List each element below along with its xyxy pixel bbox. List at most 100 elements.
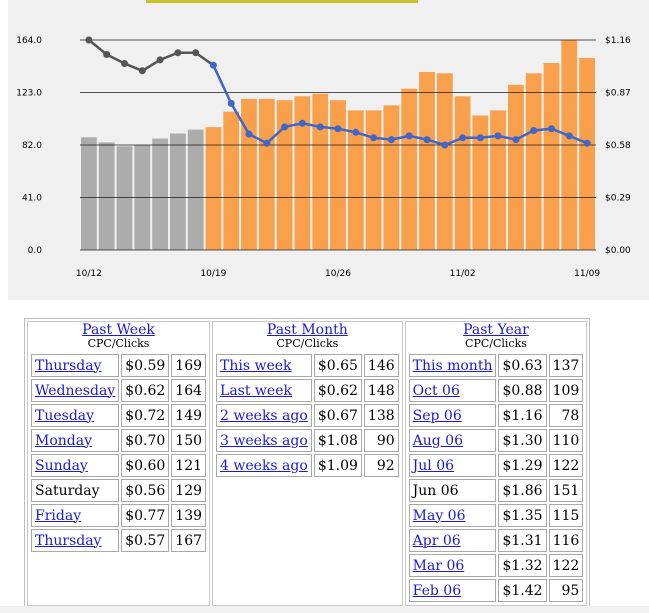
row-label-cell[interactable]: Sunday — [31, 454, 120, 477]
cpc-point — [494, 132, 502, 140]
row-label-link[interactable]: Mar 06 — [412, 557, 465, 574]
row-label-cell[interactable]: 4 weeks ago — [216, 454, 312, 477]
bar — [241, 98, 257, 251]
column-subtitle: CPC/Clicks — [276, 337, 339, 350]
stats-row: Aug 06 $1.30 110 — [408, 429, 584, 452]
bar — [472, 115, 489, 250]
clicks-value: 129 — [171, 479, 207, 502]
row-label-cell[interactable]: Oct 06 — [408, 379, 497, 402]
row-label-cell[interactable]: Thursday — [31, 354, 120, 377]
bar — [383, 105, 400, 250]
y-right-tick-label: $0.87 — [605, 89, 631, 99]
row-label-cell[interactable]: Apr 06 — [408, 529, 497, 552]
cpc-point — [423, 136, 431, 144]
cpc-point — [583, 139, 591, 147]
bar — [187, 129, 204, 250]
row-label-link[interactable]: Feb 06 — [412, 582, 462, 599]
row-label-link[interactable]: Aug 06 — [412, 432, 463, 449]
row-label-cell[interactable]: May 06 — [408, 504, 497, 527]
clicks-value: 164 — [171, 379, 207, 402]
cpc-value: $1.08 — [313, 429, 362, 452]
bar — [152, 138, 168, 250]
x-tick-label: 10/12 — [76, 269, 102, 279]
row-label-cell[interactable]: 3 weeks ago — [216, 429, 312, 452]
clicks-value: 122 — [548, 454, 584, 477]
cpc-point — [227, 99, 235, 107]
past-year-link[interactable]: Past Year — [463, 322, 529, 338]
row-label-cell: Jun 06 — [408, 479, 497, 502]
stats-row: Oct 06 $0.88 109 — [408, 379, 584, 402]
row-label-cell[interactable]: Tuesday — [31, 404, 120, 427]
clicks-value: 92 — [363, 454, 399, 477]
row-label-cell[interactable]: Last week — [216, 379, 312, 402]
cpc-value: $1.29 — [498, 454, 547, 477]
bar — [116, 146, 133, 250]
row-label-link[interactable]: Oct 06 — [412, 382, 460, 399]
cpc-point — [476, 134, 484, 142]
bar — [401, 88, 418, 250]
row-label-cell[interactable]: Sep 06 — [408, 404, 497, 427]
row-label-link[interactable]: May 06 — [412, 507, 466, 524]
y-right-tick-label: $1.16 — [605, 36, 631, 46]
cpc-value: $0.88 — [498, 379, 547, 402]
stats-row: Apr 06 $1.31 116 — [408, 529, 584, 552]
row-label-cell[interactable]: Thursday — [31, 529, 120, 552]
cpc-point — [316, 123, 324, 131]
cpc-point — [352, 128, 360, 136]
row-label-link[interactable]: 3 weeks ago — [220, 432, 308, 449]
y-left-tick-label: 41.0 — [22, 194, 42, 204]
past-week-rows: Thursday $0.59 169 Wednesday $0.62 164 Tuesday… — [29, 352, 208, 554]
row-label-link[interactable]: Thursday — [35, 532, 102, 549]
clicks-value: 149 — [171, 404, 207, 427]
column-past-week: Past Week CPC/Clicks Thursday $0.59 169 Wed… — [27, 321, 211, 606]
stats-row: Mar 06 $1.32 122 — [408, 554, 584, 577]
row-label-link[interactable]: This week — [220, 357, 292, 374]
row-label-link[interactable]: Jul 06 — [412, 457, 455, 474]
row-label-cell[interactable]: Wednesday — [31, 379, 120, 402]
bar — [454, 96, 471, 250]
cpc-value: $0.62 — [313, 379, 362, 402]
row-label-cell[interactable]: Monday — [31, 429, 120, 452]
stats-row: Sunday $0.60 121 — [31, 454, 207, 477]
row-label-cell[interactable]: This month — [408, 354, 497, 377]
row-label-link[interactable]: Friday — [35, 507, 82, 524]
cpc-point — [370, 134, 378, 142]
row-label-cell[interactable]: This week — [216, 354, 312, 377]
past-month-rows: This week $0.65 146 Last week $0.62 148 2 week… — [214, 352, 401, 479]
row-label-link[interactable]: Apr 06 — [412, 532, 461, 549]
row-label-link[interactable]: Thursday — [35, 357, 102, 374]
stats-row: Thursday $0.59 169 — [31, 354, 207, 377]
stats-row: Jun 06 $1.86 151 — [408, 479, 584, 502]
clicks-value: 146 — [363, 354, 399, 377]
cpc-value: $0.59 — [121, 354, 170, 377]
cpc-point — [174, 49, 182, 57]
row-label-cell[interactable]: Mar 06 — [408, 554, 497, 577]
cpc-value: $0.70 — [121, 429, 170, 452]
row-label-link[interactable]: Tuesday — [35, 407, 95, 424]
row-label-cell[interactable]: Feb 06 — [408, 579, 497, 602]
cpc-point — [334, 125, 342, 133]
past-month-link[interactable]: Past Month — [266, 322, 348, 338]
row-label-link[interactable]: Monday — [35, 432, 92, 449]
stats-row: Wednesday $0.62 164 — [31, 379, 207, 402]
row-label-cell[interactable]: 2 weeks ago — [216, 404, 312, 427]
column-past-month: Past Month CPC/Clicks This week $0.65 146 L… — [212, 321, 403, 606]
row-label-cell[interactable]: Jul 06 — [408, 454, 497, 477]
stats-row: Tuesday $0.72 149 — [31, 404, 207, 427]
row-label-link[interactable]: 4 weeks ago — [220, 457, 308, 474]
row-label-cell[interactable]: Aug 06 — [408, 429, 497, 452]
cpc-point — [387, 136, 395, 144]
chart-panel: 164.0 123.0 82.0 41.0 0.0 $1.16 $0.87 $0.58 $0.2… — [8, 0, 649, 300]
row-label-link[interactable]: Sunday — [35, 457, 88, 474]
row-label-link[interactable]: Last week — [220, 382, 292, 399]
row-label-cell[interactable]: Friday — [31, 504, 120, 527]
cpc-value: $1.09 — [313, 454, 362, 477]
bar — [543, 63, 560, 250]
row-label-link[interactable]: 2 weeks ago — [220, 407, 308, 424]
cpc-point — [565, 132, 573, 140]
row-label-link[interactable]: This month — [412, 357, 493, 374]
row-label-link[interactable]: Wednesday — [35, 382, 116, 399]
clicks-value: 167 — [171, 529, 207, 552]
row-label-link[interactable]: Sep 06 — [412, 407, 462, 424]
past-week-link[interactable]: Past Week — [82, 322, 155, 338]
